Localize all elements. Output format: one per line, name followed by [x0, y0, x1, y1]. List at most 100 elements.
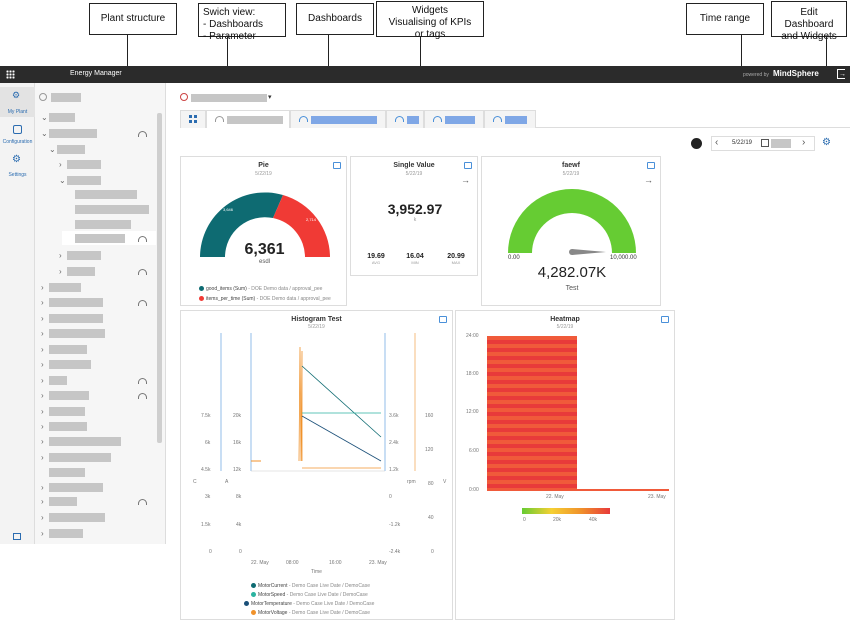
- view-switch-select[interactable]: [191, 94, 267, 102]
- arrow-right-icon[interactable]: →: [461, 175, 470, 185]
- y2-tick: 16k: [233, 440, 242, 446]
- chevron-right-icon[interactable]: ›: [41, 513, 44, 522]
- chevron-down-icon[interactable]: ⌄: [41, 113, 48, 122]
- time-field[interactable]: [771, 139, 791, 148]
- pie-widget[interactable]: Pie 5/22/19 3,646 2,714 6,361 esdl good_…: [180, 156, 347, 306]
- tree-node[interactable]: [49, 113, 75, 122]
- timezone-button[interactable]: [691, 138, 702, 149]
- legend-item[interactable]: MotorTemperature - Demo Case Live Date /…: [244, 601, 374, 607]
- legend-item[interactable]: items_per_time (Sum) - DOE Demo data / a…: [199, 296, 331, 302]
- tree-node[interactable]: [49, 298, 103, 307]
- tree-node[interactable]: [49, 129, 97, 138]
- tree-node[interactable]: [49, 314, 103, 323]
- tree-node[interactable]: [49, 468, 85, 477]
- chevron-down-icon[interactable]: ⌄: [41, 129, 48, 138]
- app-launcher-icon[interactable]: [6, 70, 15, 79]
- tree-node[interactable]: [75, 234, 125, 243]
- widget-menu-icon[interactable]: [333, 162, 341, 169]
- gauge-widget[interactable]: faewf 5/22/19 → 0.00 10,000.00 4,282.07K…: [481, 156, 661, 306]
- chevron-right-icon[interactable]: ›: [41, 422, 44, 431]
- tree-node[interactable]: [49, 483, 103, 492]
- widget-menu-icon[interactable]: [647, 162, 655, 169]
- tree-node[interactable]: [67, 160, 101, 169]
- legend-item[interactable]: MotorCurrent - Demo Case Live Date / Dem…: [251, 583, 370, 589]
- tree-node[interactable]: [49, 497, 77, 506]
- collapse-icon[interactable]: [13, 533, 21, 540]
- tree-node[interactable]: [49, 329, 105, 338]
- chevron-down-icon[interactable]: ⌄: [49, 145, 56, 154]
- tree-node[interactable]: [49, 283, 81, 292]
- legend-item[interactable]: good_items (Sum) - DOE Demo data / appro…: [199, 286, 322, 292]
- tree-node[interactable]: [49, 422, 87, 431]
- prev-button[interactable]: ‹: [715, 137, 719, 148]
- legend-source: - DOE Demo data / approval_pee: [248, 286, 323, 292]
- tree-node[interactable]: [49, 407, 85, 416]
- y1-tick: 4.5k: [201, 467, 211, 473]
- chevron-right-icon[interactable]: ›: [41, 483, 44, 492]
- tree-node[interactable]: [67, 267, 95, 276]
- chevron-right-icon[interactable]: ›: [59, 251, 62, 260]
- widget-title: Heatmap: [550, 316, 580, 323]
- legend-item[interactable]: MotorVoltage - Demo Case Live Date / Dem…: [251, 610, 370, 616]
- chevron-right-icon[interactable]: ›: [41, 360, 44, 369]
- chevron-right-icon[interactable]: ›: [41, 298, 44, 307]
- tree-node[interactable]: [49, 453, 111, 462]
- chevron-right-icon[interactable]: ›: [41, 376, 44, 385]
- tab-dashboard-4[interactable]: [424, 110, 484, 128]
- chevron-right-icon[interactable]: ›: [59, 267, 62, 276]
- callout-line-3: - Parameter: [203, 31, 256, 42]
- my-plant-nav[interactable]: ⚙ My Plant: [0, 87, 35, 117]
- widget-menu-icon[interactable]: [464, 162, 472, 169]
- chevron-right-icon[interactable]: ›: [41, 407, 44, 416]
- y-tick: 12:00: [466, 409, 479, 415]
- tree-node[interactable]: [49, 513, 105, 522]
- chevron-right-icon[interactable]: ›: [41, 329, 44, 338]
- tree-node[interactable]: [75, 205, 149, 214]
- edit-gear-icon[interactable]: ⚙: [822, 137, 831, 148]
- chevron-right-icon[interactable]: ›: [59, 160, 62, 169]
- tree-node[interactable]: [57, 145, 85, 154]
- calendar-icon[interactable]: [761, 139, 769, 147]
- chevron-right-icon[interactable]: ›: [41, 314, 44, 323]
- tab-dashboard-2[interactable]: [290, 110, 386, 128]
- widget-menu-icon[interactable]: [661, 316, 669, 323]
- configuration-nav[interactable]: Configuration: [0, 123, 35, 149]
- legend-label: MotorVoltage: [258, 610, 288, 616]
- tab-dashboard-5[interactable]: [484, 110, 536, 128]
- logout-icon[interactable]: [837, 69, 845, 79]
- tree-node[interactable]: [67, 176, 101, 185]
- widget-menu-icon[interactable]: [439, 316, 447, 323]
- tab-grid[interactable]: [180, 110, 206, 128]
- tab-dashboard-1[interactable]: [206, 110, 290, 128]
- chevron-right-icon[interactable]: ›: [41, 345, 44, 354]
- chevron-down-icon[interactable]: ⌄: [59, 176, 66, 185]
- tree-root[interactable]: [51, 93, 81, 102]
- chevron-right-icon[interactable]: ›: [41, 497, 44, 506]
- chevron-down-icon[interactable]: ▾: [268, 94, 272, 101]
- next-button[interactable]: ›: [802, 137, 806, 148]
- legend-item[interactable]: MotorSpeed - Demo Case Live Date / DemoC…: [251, 592, 368, 598]
- arrow-right-icon[interactable]: →: [644, 175, 653, 185]
- callout-dashboards: Dashboards: [296, 3, 374, 35]
- chevron-right-icon[interactable]: ›: [41, 283, 44, 292]
- chevron-right-icon[interactable]: ›: [41, 529, 44, 538]
- chevron-right-icon[interactable]: ›: [41, 391, 44, 400]
- tree-node[interactable]: [49, 345, 87, 354]
- chevron-right-icon[interactable]: ›: [41, 453, 44, 462]
- y2-tick: 12k: [233, 467, 242, 473]
- tree-node[interactable]: [75, 220, 131, 229]
- heatmap-widget[interactable]: Heatmap 5/22/19 24:00 18:00 12:00 6:00 0…: [455, 310, 675, 620]
- tree-node[interactable]: [49, 529, 83, 538]
- single-value-widget[interactable]: Single Value 5/22/19 → 3,952.97 k 19.69 …: [350, 156, 478, 276]
- tree-node[interactable]: [49, 437, 121, 446]
- tree-node[interactable]: [49, 360, 91, 369]
- tree-node[interactable]: [75, 190, 137, 199]
- settings-nav[interactable]: ⚙ Settings: [0, 155, 35, 181]
- tree-node[interactable]: [67, 251, 101, 260]
- chevron-right-icon[interactable]: ›: [41, 437, 44, 446]
- tab-dashboard-3[interactable]: [386, 110, 424, 128]
- tree-scrollbar[interactable]: [157, 113, 162, 443]
- tree-node[interactable]: [49, 391, 89, 400]
- tree-node[interactable]: [49, 376, 67, 385]
- histogram-widget[interactable]: Histogram Test 5/22/19 7.5k 6k 4.5k 3k 1…: [180, 310, 453, 620]
